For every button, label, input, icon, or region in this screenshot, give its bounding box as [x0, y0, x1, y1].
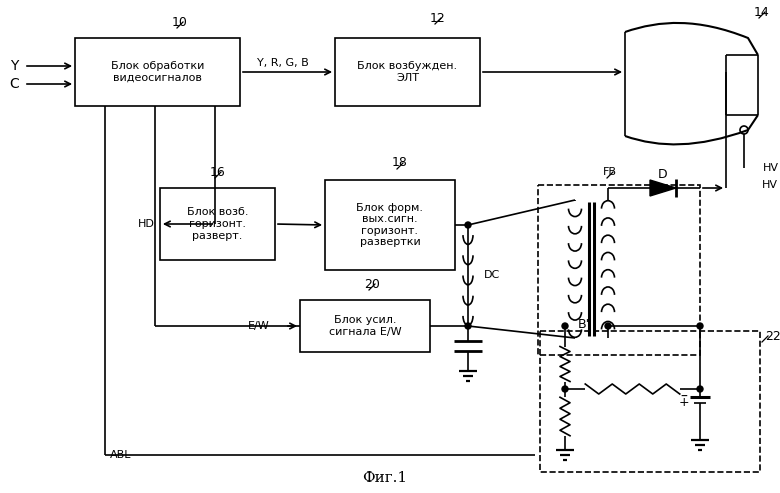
Circle shape	[697, 323, 703, 329]
Text: C: C	[9, 77, 19, 91]
Text: Блок обработки
видеосигналов: Блок обработки видеосигналов	[111, 61, 204, 83]
Text: HD: HD	[138, 219, 155, 229]
Bar	[325, 180, 455, 270]
Bar	[160, 188, 275, 260]
Text: FB: FB	[603, 167, 617, 177]
Bar	[335, 38, 480, 106]
Text: Фиг.1: Фиг.1	[363, 471, 408, 485]
Text: Блок усил.
сигнала E/W: Блок усил. сигнала E/W	[328, 315, 402, 337]
Text: D: D	[658, 168, 668, 180]
Text: 20: 20	[364, 278, 380, 290]
Bar	[300, 300, 430, 352]
Bar	[75, 38, 240, 106]
Text: 12: 12	[430, 11, 446, 25]
Circle shape	[465, 323, 471, 329]
Text: DC: DC	[484, 271, 500, 281]
Text: Блок возбужден.
ЭЛТ: Блок возбужден. ЭЛТ	[357, 61, 458, 83]
Text: Блок форм.
вых.сигн.
горизонт.
развертки: Блок форм. вых.сигн. горизонт. развертки	[356, 203, 424, 247]
Circle shape	[562, 323, 568, 329]
Text: 22: 22	[765, 329, 780, 343]
Circle shape	[697, 386, 703, 392]
Text: 16: 16	[210, 166, 226, 178]
Text: +: +	[679, 396, 690, 410]
Text: 10: 10	[172, 15, 188, 29]
Text: B': B'	[578, 317, 590, 330]
Bar	[540, 331, 760, 472]
Text: Блок возб.
горизонт.
разверт.: Блок возб. горизонт. разверт.	[186, 208, 248, 241]
Text: HV: HV	[763, 163, 779, 173]
Circle shape	[465, 222, 471, 228]
Circle shape	[562, 386, 568, 392]
Circle shape	[605, 323, 611, 329]
Text: E/W: E/W	[248, 321, 270, 331]
Polygon shape	[650, 180, 676, 196]
Text: 14: 14	[754, 5, 770, 19]
Text: Y, R, G, B: Y, R, G, B	[257, 58, 309, 68]
Text: ABL: ABL	[110, 450, 132, 460]
Bar	[538, 185, 700, 355]
Text: Y: Y	[10, 59, 18, 73]
Text: 18: 18	[392, 156, 408, 170]
Text: HV: HV	[762, 180, 778, 190]
Text: –: –	[681, 390, 687, 404]
